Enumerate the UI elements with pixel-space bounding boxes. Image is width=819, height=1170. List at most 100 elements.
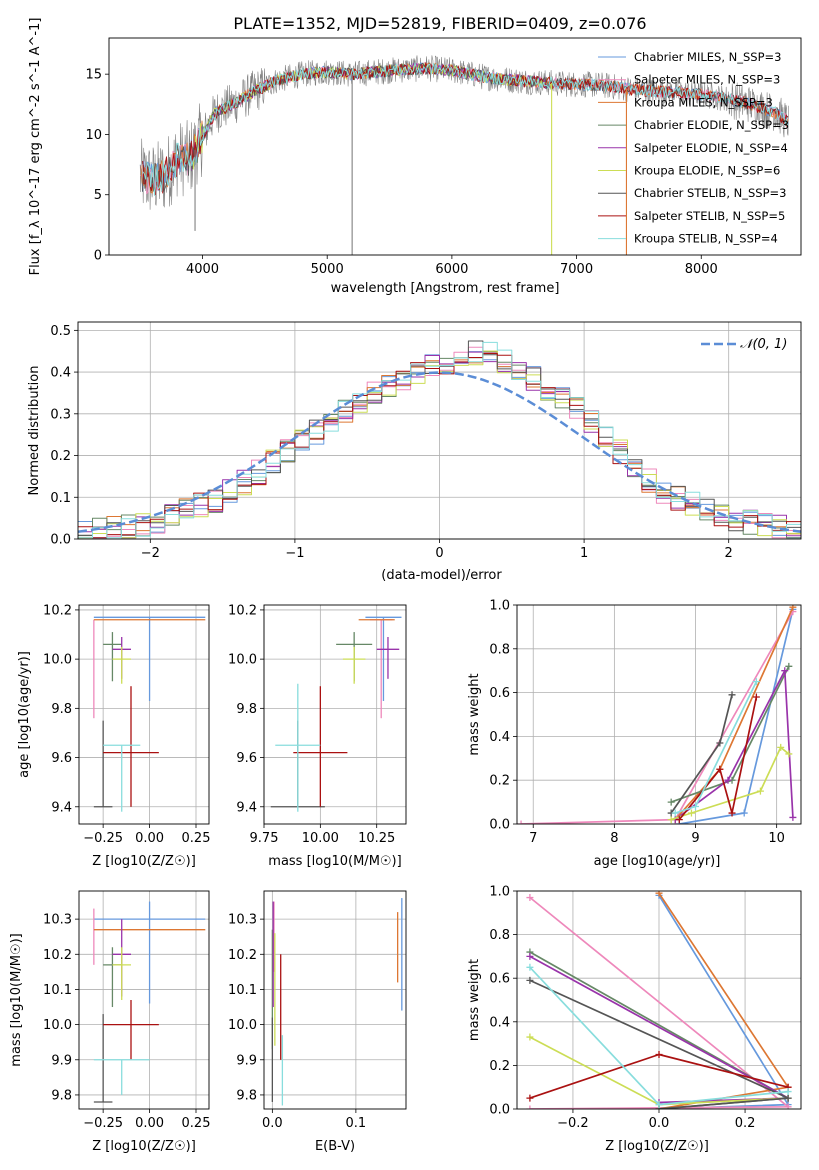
y-axis-label: mass weight bbox=[467, 959, 482, 1041]
legend-entry: 𝒩(0, 1) bbox=[740, 337, 787, 352]
x-axis-label: E(B-V) bbox=[315, 1139, 355, 1154]
panel-mass_vs_EBV: 0.0 0.1 9.8 9.9 10.0 10.1 10.2 10.3 E(B-V) bbox=[228, 890, 407, 1154]
y-tick-label: 0.0 bbox=[50, 533, 71, 548]
axes-frame bbox=[78, 890, 210, 1110]
y-tick-label: 0.8 bbox=[489, 928, 510, 943]
legend-entry: Chabrier MILES, N_SSP=3 bbox=[634, 50, 781, 64]
y-tick-label: 0.2 bbox=[489, 1059, 510, 1074]
y-tick-label: 9.6 bbox=[236, 751, 257, 766]
y-tick-label: 9.6 bbox=[51, 751, 72, 766]
x-tick-label: 8000 bbox=[685, 262, 718, 277]
x-axis-label: Z [log10(Z/Z☉)] bbox=[92, 854, 196, 869]
weight-marker bbox=[784, 1103, 792, 1109]
y-tick-label: 0.4 bbox=[489, 730, 510, 745]
y-tick-label: 10.3 bbox=[228, 913, 257, 928]
x-tick-label: 10.25 bbox=[358, 831, 395, 846]
panel-residuals: −2 −1 0 1 2 0.0 0.1 0.2 0.3 0.4 0.5 𝒩(0, 1) (data-mo… bbox=[27, 321, 802, 583]
plot-area bbox=[93, 616, 206, 812]
y-axis-label: age [log10(age/yr)] bbox=[17, 651, 32, 778]
y-tick-label: 0.8 bbox=[489, 642, 510, 657]
x-tick-label: 0.00 bbox=[135, 831, 164, 846]
y-axis-label: Flux [f_λ 10^-17 erg cm^-2 s^-1 A^-1] bbox=[28, 18, 43, 276]
y-axis-label: mass [log10(M/M☉)] bbox=[9, 933, 24, 1066]
y-tick-label: 0.1 bbox=[50, 491, 71, 506]
weight-marker bbox=[671, 809, 679, 817]
data-spectrum-line bbox=[139, 55, 789, 210]
y-tick-label: 9.9 bbox=[236, 1053, 257, 1068]
y-tick-label: 0.0 bbox=[489, 1103, 510, 1118]
axes-frame bbox=[108, 37, 802, 256]
legend-entry: Salpeter ELODIE, N_SSP=4 bbox=[634, 141, 788, 155]
x-tick-label: −0.25 bbox=[83, 1116, 123, 1131]
weight-marker bbox=[687, 809, 695, 817]
y-tick-label: 0.5 bbox=[50, 324, 71, 339]
y-tick-label: 9.4 bbox=[236, 800, 257, 815]
axes-frame bbox=[516, 890, 802, 1110]
x-tick-label: 7 bbox=[529, 831, 537, 846]
weight-marker bbox=[752, 678, 760, 686]
x-tick-label: −0.25 bbox=[83, 831, 123, 846]
plot-area bbox=[526, 891, 792, 1109]
axes-frame bbox=[77, 321, 802, 540]
legend-entry: Chabrier STELIB, N_SSP=3 bbox=[634, 186, 786, 200]
x-tick-label: 0.2 bbox=[735, 1116, 756, 1131]
weight-marker bbox=[667, 816, 675, 824]
weight-marker bbox=[526, 963, 534, 971]
legend-entry: Salpeter MILES, N_SSP=3 bbox=[634, 73, 780, 87]
y-tick-label: 0.0 bbox=[489, 818, 510, 833]
weight-series-line bbox=[674, 669, 794, 821]
plot-area bbox=[271, 898, 403, 1106]
y-tick-label: 10.1 bbox=[228, 983, 257, 998]
weight-marker bbox=[716, 739, 724, 747]
x-tick-label: 0.00 bbox=[135, 1116, 164, 1131]
y-tick-label: 9.4 bbox=[51, 800, 72, 815]
weight-marker bbox=[526, 976, 534, 984]
y-tick-label: 0.3 bbox=[50, 407, 71, 422]
residual-histogram bbox=[78, 351, 801, 539]
x-tick-label: −2 bbox=[141, 546, 160, 561]
model-spectrum-line bbox=[142, 62, 789, 196]
x-tick-label: 9 bbox=[691, 831, 699, 846]
weight-marker bbox=[785, 750, 793, 758]
weight-marker bbox=[781, 667, 789, 675]
x-tick-label: 5000 bbox=[311, 262, 344, 277]
x-tick-label: 9.75 bbox=[250, 831, 279, 846]
weight-marker bbox=[655, 891, 663, 897]
x-tick-label: 4000 bbox=[186, 262, 219, 277]
x-tick-label: 10 bbox=[768, 831, 785, 846]
plot-area bbox=[93, 901, 206, 1103]
y-tick-label: 9.8 bbox=[236, 1088, 257, 1103]
x-tick-label: 6000 bbox=[435, 262, 468, 277]
y-tick-label: 10.0 bbox=[228, 653, 257, 668]
y-tick-label: 1.0 bbox=[489, 885, 510, 900]
panel-age_vs_Z: −0.25 0.00 0.25 9.4 9.6 9.8 10.0 10.2 Z [log10(Z… bbox=[17, 603, 210, 869]
x-tick-label: 1 bbox=[580, 546, 588, 561]
weight-marker bbox=[784, 1088, 792, 1096]
legend-entry: Chabrier ELODIE, N_SSP=3 bbox=[634, 118, 789, 132]
weight-marker bbox=[655, 1051, 663, 1058]
y-tick-label: 9.8 bbox=[236, 702, 257, 717]
legend-entry: Kroupa MILES, N_SSP=3 bbox=[634, 95, 773, 109]
weight-marker bbox=[526, 1094, 534, 1102]
axes-frame bbox=[516, 604, 802, 825]
x-tick-label: 0.1 bbox=[346, 1116, 367, 1131]
x-axis-label: age [log10(age/yr)] bbox=[594, 854, 721, 869]
figure-title: PLATE=1352, MJD=52819, FIBERID=0409, z=0… bbox=[233, 14, 646, 33]
weight-marker bbox=[756, 787, 764, 795]
weight-marker bbox=[784, 1094, 792, 1102]
weight-marker bbox=[692, 802, 700, 810]
y-tick-label: 0.2 bbox=[489, 774, 510, 789]
y-tick-label: 10.1 bbox=[43, 983, 72, 998]
y-tick-label: 10.0 bbox=[43, 1018, 72, 1033]
axes-frame bbox=[263, 890, 407, 1110]
x-axis-label: wavelength [Angstrom, rest frame] bbox=[331, 281, 560, 296]
x-tick-label: 0.0 bbox=[649, 1116, 670, 1131]
weight-marker bbox=[789, 605, 797, 611]
x-tick-label: 0.0 bbox=[262, 1116, 283, 1131]
weight-marker bbox=[675, 816, 683, 824]
y-axis-label: mass weight bbox=[467, 673, 482, 755]
weight-marker bbox=[752, 693, 760, 701]
plot-area bbox=[270, 616, 402, 812]
x-tick-label: 0.25 bbox=[182, 1116, 211, 1131]
residual-histogram bbox=[78, 341, 801, 539]
